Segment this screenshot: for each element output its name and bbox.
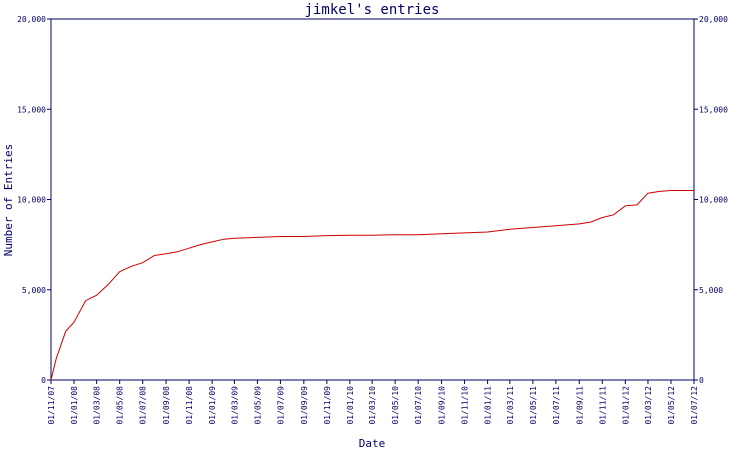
- x-tick-label: 01/11/09: [323, 386, 332, 425]
- chart-title: jimkel's entries: [305, 2, 440, 18]
- series-line-entries: [50, 190, 694, 381]
- x-tick-label: 01/01/12: [621, 386, 630, 425]
- x-tick-label: 01/09/11: [575, 386, 584, 425]
- x-tick-label: 01/07/12: [690, 386, 699, 425]
- y-tick-label-right: 5,000: [699, 286, 723, 295]
- x-tick-label: 01/07/09: [276, 386, 285, 425]
- x-tick-label: 01/07/08: [139, 386, 148, 425]
- x-tick-label: 01/03/09: [230, 386, 239, 425]
- x-tick-label: 01/03/12: [644, 386, 653, 425]
- y-tick-label-left: 15,000: [17, 105, 46, 114]
- x-tick-label: 01/11/07: [47, 386, 56, 425]
- y-tick-label-left: 0: [41, 376, 46, 385]
- x-axis: 01/11/07 01/01/08 01/03/08 01/05/08 01/07/08…: [47, 380, 699, 425]
- x-tick-label: 01/11/08: [185, 386, 194, 425]
- x-tick-label: 01/05/10: [391, 386, 400, 425]
- x-tick-label: 01/05/09: [253, 386, 262, 425]
- x-tick-label: 01/09/10: [438, 386, 447, 425]
- x-tick-label: 01/03/08: [93, 386, 102, 425]
- y-tick-label-right: 15,000: [699, 105, 728, 114]
- x-axis-label: Date: [359, 437, 386, 450]
- y-axis-right: 0 5,000 10,000 15,000 20,000: [694, 15, 728, 385]
- x-tick-label: 01/03/10: [368, 386, 377, 425]
- y-tick-label-right: 20,000: [699, 15, 728, 24]
- plot-area-frame: [50, 18, 695, 381]
- x-tick-label: 01/11/10: [461, 386, 470, 425]
- x-tick-label: 01/01/09: [208, 386, 217, 425]
- y-tick-label-left: 5,000: [22, 286, 46, 295]
- x-tick-label: 01/01/11: [484, 386, 493, 425]
- x-tick-label: 01/05/08: [116, 386, 125, 425]
- x-tick-label: 01/03/11: [506, 386, 515, 425]
- x-tick-label: 01/05/12: [667, 386, 676, 425]
- y-tick-label-right: 0: [699, 376, 704, 385]
- x-tick-label: 01/05/11: [529, 386, 538, 425]
- x-tick-label: 01/09/09: [300, 386, 309, 425]
- x-tick-label: 01/01/08: [70, 386, 79, 425]
- y-axis-label: Number of Entries: [2, 144, 15, 257]
- x-tick-label: 01/07/11: [552, 386, 561, 425]
- y-tick-label-right: 10,000: [699, 196, 728, 205]
- x-tick-label: 01/09/08: [162, 386, 171, 425]
- y-tick-label-left: 10,000: [17, 196, 46, 205]
- x-tick-label: 01/01/10: [346, 386, 355, 425]
- y-axis-left: 0 5,000 10,000 15,000 20,000: [17, 15, 51, 385]
- y-tick-label-left: 20,000: [17, 15, 46, 24]
- x-tick-label: 01/07/10: [414, 386, 423, 425]
- x-tick-label: 01/11/11: [598, 386, 607, 425]
